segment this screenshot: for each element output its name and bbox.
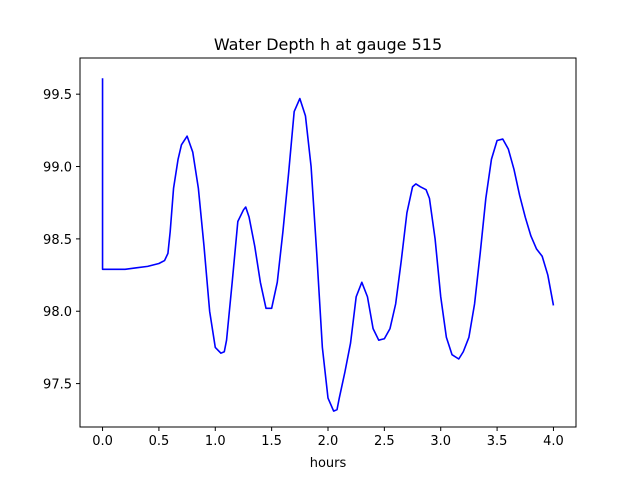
y-tick-label: 99.5: [43, 88, 72, 103]
y-tick-label: 98.5: [43, 233, 72, 248]
series-layer: [101, 78, 555, 412]
x-tick-label: 1.0: [205, 434, 226, 449]
x-tick-label: 1.5: [261, 434, 282, 449]
x-tick-label: 4.0: [543, 434, 564, 449]
y-axis-ticks: 97.5 98.0 98.5 99.0 99.5: [43, 88, 80, 393]
x-tick-label: 2.0: [318, 434, 339, 449]
y-tick-label: 99.0: [43, 161, 72, 176]
x-axis-ticks: 0.0 0.5 1.0 1.5 2.0 2.5 3.0 3.5 4.0: [92, 427, 564, 449]
plot-frame: [79, 57, 577, 428]
x-tick-label: 3.0: [430, 434, 451, 449]
x-tick-label: 3.5: [487, 434, 508, 449]
x-tick-label: 2.5: [374, 434, 395, 449]
plot-area: [80, 58, 576, 427]
y-tick-label: 97.5: [43, 378, 72, 393]
x-tick-label: 0.0: [92, 434, 113, 449]
series-line-0: [101, 78, 555, 412]
y-tick-label: 98.0: [43, 305, 72, 320]
x-tick-label: 0.5: [149, 434, 170, 449]
x-axis-label: hours: [310, 456, 347, 471]
chart-title: Water Depth h at gauge 515: [214, 35, 442, 54]
